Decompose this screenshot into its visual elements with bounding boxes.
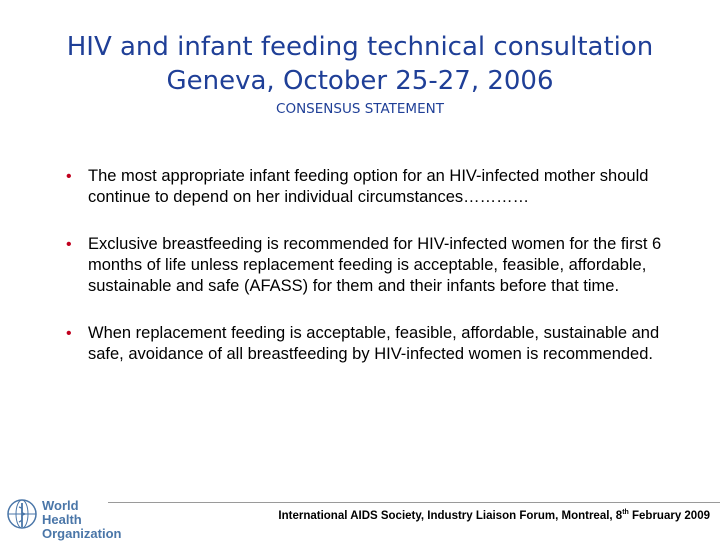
title-block: HIV and infant feeding technical consult… xyxy=(0,30,720,117)
footer-text-sup: th xyxy=(622,509,629,516)
bullet-text: When replacement feeding is acceptable, … xyxy=(88,324,660,363)
bullet-item: • When replacement feeding is acceptable… xyxy=(60,323,680,365)
bullet-list: • The most appropriate infant feeding op… xyxy=(60,166,680,391)
bullet-dot-icon: • xyxy=(66,236,72,253)
who-logo-text: World Health Organization xyxy=(42,499,121,541)
logo-line-1: World Health xyxy=(42,498,82,527)
footer-caption: International AIDS Society, Industry Lia… xyxy=(278,509,710,522)
subtitle: CONSENSUS STATEMENT xyxy=(276,101,444,117)
who-emblem-icon xyxy=(7,499,37,529)
who-logo: World Health Organization xyxy=(2,496,121,541)
footer-divider xyxy=(108,502,720,525)
bullet-text: Exclusive breastfeeding is recommended f… xyxy=(88,235,662,295)
footer-text-end: February 2009 xyxy=(628,509,710,522)
footer-text-main: International AIDS Society, Industry Lia… xyxy=(278,509,623,522)
bullet-dot-icon: • xyxy=(66,325,72,342)
bullet-item: • Exclusive breastfeeding is recommended… xyxy=(60,234,680,297)
title-line-2: Geneva, October 25-27, 2006 xyxy=(166,66,554,96)
bullet-text: The most appropriate infant feeding opti… xyxy=(88,167,649,206)
bullet-item: • The most appropriate infant feeding op… xyxy=(60,166,680,208)
logo-line-2: Organization xyxy=(42,526,122,541)
title-line-1: HIV and infant feeding technical consult… xyxy=(66,32,654,62)
bullet-dot-icon: • xyxy=(66,168,72,185)
